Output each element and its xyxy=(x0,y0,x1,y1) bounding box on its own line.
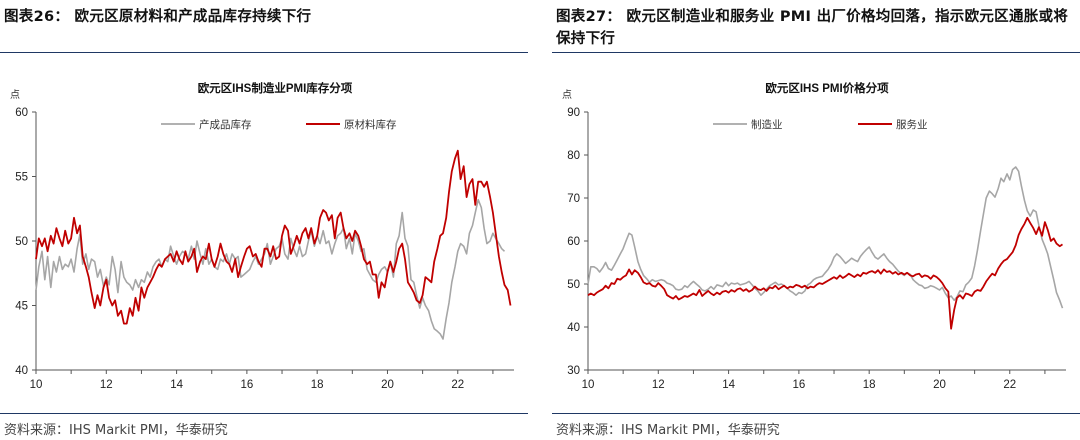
figure-title: 图表26： 欧元区原材料和产成品库存持续下行 xyxy=(4,9,312,25)
y-tick-label: 60 xyxy=(15,107,28,119)
y-tick-label: 55 xyxy=(15,172,28,184)
figure-27-panel: 图表27： 欧元区制造业和服务业 PMI 出厂价格均回落，指示欧元区通胀或将保持… xyxy=(552,0,1080,440)
x-tick-label: 18 xyxy=(863,379,876,391)
y-tick-label: 90 xyxy=(567,107,580,119)
legend-label: 产成品库存 xyxy=(199,118,252,131)
series-line-red xyxy=(587,216,1063,330)
y-axis-unit-label: 点 xyxy=(10,89,20,101)
x-tick-label: 12 xyxy=(652,379,665,391)
y-tick-label: 70 xyxy=(567,193,580,205)
chart-title: 欧元区IHS制造业PMI库存分项 xyxy=(198,81,353,95)
x-tick-label: 20 xyxy=(933,379,946,391)
x-tick-label: 10 xyxy=(582,379,595,391)
figure-title: 图表27： 欧元区制造业和服务业 PMI 出厂价格均回落，指示欧元区通胀或将保持… xyxy=(556,9,1069,47)
legend-label: 制造业 xyxy=(751,118,783,131)
source-note: 资料来源：IHS Markit PMI，华泰研究 xyxy=(556,423,780,438)
y-tick-label: 60 xyxy=(567,236,580,248)
x-tick-label: 16 xyxy=(792,379,805,391)
x-tick-label: 14 xyxy=(170,379,183,391)
figure-26-panel: 图表26： 欧元区原材料和产成品库存持续下行 欧元区IHS制造业PMI库存分项点… xyxy=(0,0,528,440)
y-tick-label: 40 xyxy=(15,365,28,377)
x-tick-label: 18 xyxy=(311,379,324,391)
y-tick-label: 80 xyxy=(567,150,580,162)
legend-label: 服务业 xyxy=(896,118,928,131)
series-line-grey xyxy=(35,198,506,340)
x-tick-label: 20 xyxy=(381,379,394,391)
chart-title: 欧元区IHS PMI价格分项 xyxy=(765,81,889,95)
legend-label: 原材料库存 xyxy=(344,118,397,131)
x-tick-label: 12 xyxy=(100,379,113,391)
series-line-grey xyxy=(587,166,1064,309)
x-tick-label: 16 xyxy=(240,379,253,391)
y-axis-unit-label: 点 xyxy=(562,89,572,101)
x-tick-label: 22 xyxy=(1003,379,1016,391)
x-tick-label: 22 xyxy=(451,379,464,391)
y-tick-label: 30 xyxy=(567,365,580,377)
x-tick-label: 14 xyxy=(722,379,735,391)
y-tick-label: 45 xyxy=(15,301,28,313)
y-tick-label: 40 xyxy=(567,322,580,334)
source-rule xyxy=(0,413,528,414)
series-line-red xyxy=(35,149,512,325)
title-rule xyxy=(0,52,528,53)
title-rule xyxy=(552,52,1080,53)
source-note: 资料来源：IHS Markit PMI，华泰研究 xyxy=(4,423,228,438)
x-tick-label: 10 xyxy=(30,379,43,391)
y-tick-label: 50 xyxy=(567,279,580,291)
y-tick-label: 50 xyxy=(15,236,28,248)
source-rule xyxy=(552,413,1080,414)
